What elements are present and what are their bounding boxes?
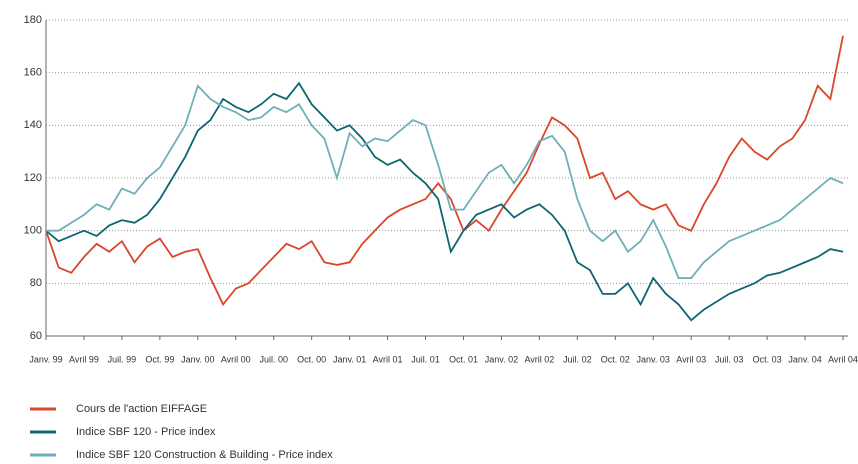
x-tick-label: Janv. 02 (485, 354, 518, 364)
x-tick-label: Oct. 00 (297, 354, 326, 364)
y-tick-label: 140 (24, 119, 42, 131)
x-tick-label: Juil. 02 (563, 354, 592, 364)
x-tick-label: Avril 04 (828, 354, 858, 364)
x-tick-label: Oct. 99 (145, 354, 174, 364)
y-tick-label: 80 (30, 277, 42, 289)
x-tick-label: Avril 99 (69, 354, 99, 364)
x-tick-label: Avril 01 (373, 354, 403, 364)
legend-label: Cours de l'action EIFFAGE (76, 403, 207, 415)
x-tick-label: Janv. 99 (29, 354, 62, 364)
legend-label: Indice SBF 120 - Price index (76, 426, 216, 438)
x-tick-label: Avril 00 (221, 354, 251, 364)
x-tick-label: Janv. 00 (181, 354, 214, 364)
y-tick-label: 160 (24, 67, 42, 79)
series-line (45, 81, 844, 322)
x-tick-label: Juil. 99 (108, 354, 137, 364)
y-tick-label: 60 (30, 330, 42, 342)
y-tick-label: 120 (24, 172, 42, 184)
x-tick-label: Janv. 04 (788, 354, 821, 364)
x-tick-label: Juil. 00 (259, 354, 288, 364)
legend-label: Indice SBF 120 Construction & Building -… (76, 449, 333, 461)
x-tick-label: Avril 02 (524, 354, 554, 364)
x-tick-label: Juil. 03 (715, 354, 744, 364)
series-line (45, 35, 844, 307)
y-tick-label: 100 (24, 225, 42, 237)
x-tick-label: Oct. 03 (753, 354, 782, 364)
x-tick-label: Oct. 01 (449, 354, 478, 364)
x-tick-label: Oct. 02 (601, 354, 630, 364)
x-tick-label: Janv. 03 (637, 354, 670, 364)
x-tick-label: Juil. 01 (411, 354, 440, 364)
series-line (46, 84, 844, 279)
x-tick-label: Avril 03 (676, 354, 706, 364)
x-tick-label: Janv. 01 (333, 354, 366, 364)
y-tick-label: 180 (24, 14, 42, 26)
